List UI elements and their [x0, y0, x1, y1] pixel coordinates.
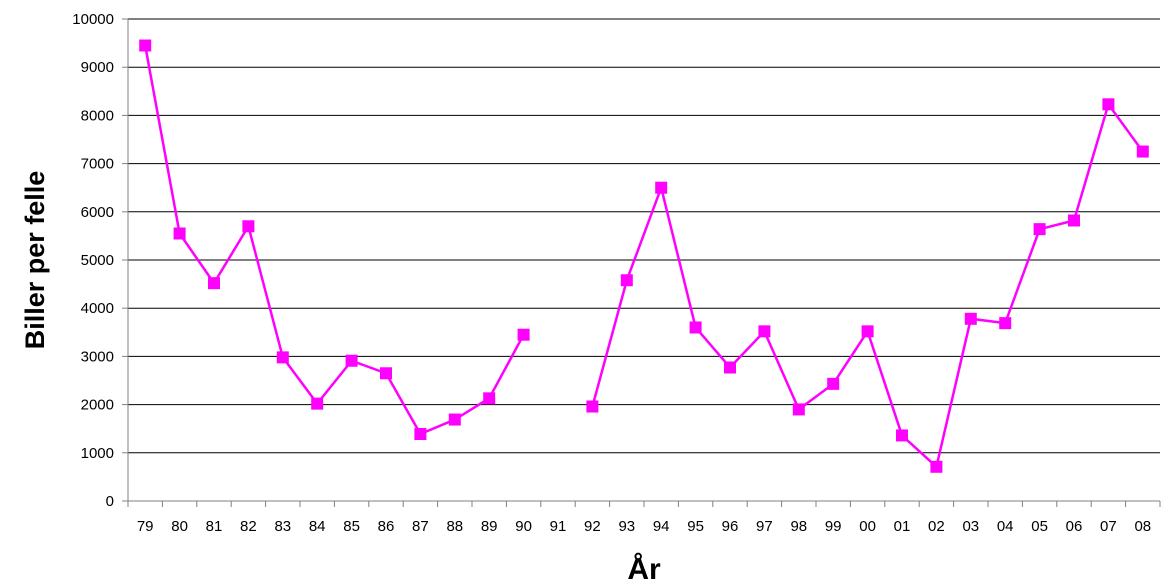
y-tick-label: 6000: [81, 204, 114, 221]
y-tick-label: 8000: [81, 107, 114, 124]
data-point-marker: [173, 227, 186, 240]
data-point-marker: [517, 328, 530, 341]
x-tick-label: 07: [1100, 518, 1117, 535]
y-tick-label: 1000: [81, 445, 114, 462]
data-point-marker: [655, 181, 668, 194]
data-point-marker: [1136, 145, 1149, 158]
x-tick-label: 00: [859, 518, 876, 535]
y-tick-label: 10000: [72, 11, 114, 28]
x-tick-label: 03: [962, 518, 979, 535]
data-point-marker: [1033, 223, 1046, 236]
x-tick-label: 98: [790, 518, 807, 535]
x-axis-title: År: [627, 553, 661, 586]
x-tick-label: 86: [378, 518, 395, 535]
x-tick-label: 08: [1134, 518, 1151, 535]
y-tick-label: 7000: [81, 156, 114, 173]
data-point-marker: [1102, 98, 1115, 111]
y-tick-label: 0: [106, 493, 114, 510]
data-point-marker: [964, 312, 977, 325]
data-point-marker: [414, 428, 427, 441]
gridlines: [128, 18, 1160, 454]
data-point-marker: [620, 274, 633, 287]
x-tick-label: 97: [756, 518, 773, 535]
axes: [122, 18, 1161, 507]
x-tick-labels: 79 80 81 82 83 84 85 86 87 88 89 90 91 92 93 94 95 96 97 98…: [137, 518, 1151, 535]
x-tick-label: 95: [687, 518, 704, 535]
x-tick-label: 87: [412, 518, 429, 535]
data-point-marker: [827, 377, 840, 390]
y-tick-label: 4000: [81, 300, 114, 317]
x-tick-label: 06: [1066, 518, 1083, 535]
x-tick-label: 89: [481, 518, 498, 535]
x-tick-label: 04: [997, 518, 1014, 535]
series-markers: [139, 39, 1149, 473]
x-tick-label: 01: [894, 518, 911, 535]
x-tick-label: 93: [618, 518, 635, 535]
x-tick-label: 96: [722, 518, 739, 535]
series-line-segment: [591, 103, 1144, 469]
data-point-marker: [758, 325, 771, 338]
x-tick-label: 84: [309, 518, 326, 535]
data-point-marker: [139, 39, 152, 52]
x-tick-label: 85: [343, 518, 360, 535]
data-point-marker: [724, 361, 736, 374]
y-axis-title: Biller per felle: [20, 171, 50, 350]
data-point-marker: [483, 392, 496, 405]
data-point-marker: [999, 317, 1012, 330]
x-tick-label: 05: [1031, 518, 1048, 535]
data-point-marker: [896, 429, 908, 442]
x-tick-label: 83: [274, 518, 291, 535]
x-tick-label: 92: [584, 518, 601, 535]
y-tick-labels: 0 1000 2000 3000 4000 5000 6000 7000 8000 9000 100…: [72, 11, 114, 510]
data-point-marker: [689, 321, 702, 334]
data-point-marker: [930, 460, 943, 473]
data-point-marker: [276, 351, 289, 364]
x-tick-label: 99: [825, 518, 842, 535]
y-tick-label: 3000: [81, 348, 114, 365]
x-tick-label: 88: [446, 518, 463, 535]
x-tick-label: 81: [206, 518, 223, 535]
x-tick-label: 80: [171, 518, 188, 535]
data-point-marker: [380, 367, 392, 380]
y-tick-label: 5000: [81, 252, 114, 269]
data-point-marker: [311, 397, 324, 410]
series-line-segment: [143, 45, 525, 436]
x-tick-label: 82: [240, 518, 257, 535]
data-point-marker: [208, 277, 220, 290]
data-point-marker: [1068, 214, 1080, 227]
data-point-marker: [586, 400, 599, 413]
y-tick-label: 9000: [81, 59, 114, 76]
x-tick-label: 02: [928, 518, 945, 535]
data-point-marker: [861, 325, 874, 338]
y-tick-label: 2000: [81, 397, 114, 414]
x-tick-label: 94: [653, 518, 670, 535]
data-point-marker: [448, 413, 461, 426]
x-tick-label: 79: [137, 518, 154, 535]
data-point-marker: [792, 403, 805, 416]
x-tick-label: 91: [550, 518, 567, 535]
x-tick-label: 90: [515, 518, 532, 535]
data-point-marker: [242, 220, 255, 233]
series-line: [143, 45, 1144, 469]
data-point-marker: [345, 354, 358, 367]
